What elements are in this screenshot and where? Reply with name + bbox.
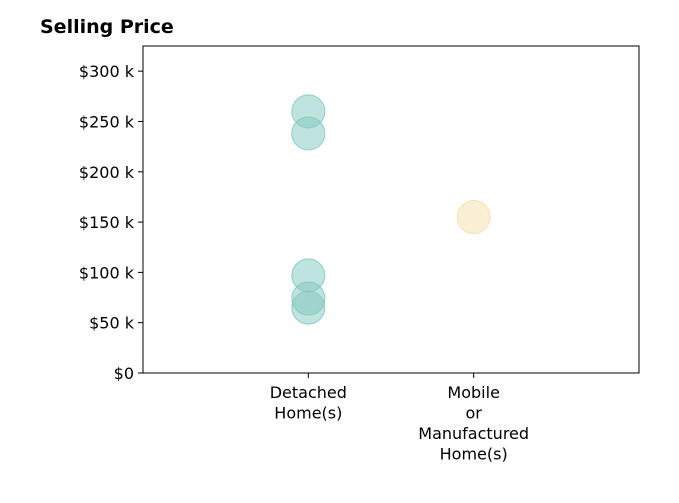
x-tick-label-line: or — [465, 404, 482, 423]
x-tick-label-line: Mobile — [447, 383, 499, 402]
plot-frame — [142, 45, 640, 374]
points-layer — [291, 94, 491, 325]
y-tick-label: $300 k — [79, 62, 135, 81]
y-tick-label: $200 k — [79, 163, 135, 182]
data-point — [291, 116, 326, 151]
y-tick-label: $50 k — [89, 314, 135, 333]
x-tick-label-line: Manufactured — [418, 424, 529, 443]
y-tick-label: $250 k — [79, 112, 135, 131]
x-tick-label: Detached Home(s) — [270, 383, 347, 423]
x-axis: Detached Home(s) Mobile or Manufactured Home(… — [270, 373, 529, 464]
x-tick-label: Mobile or Manufactured Home(s) — [418, 383, 529, 464]
y-tick-label: $150 k — [79, 213, 135, 232]
x-tick-label-line: Home(s) — [440, 445, 508, 464]
x-tick-label-line: Detached — [270, 383, 347, 402]
data-point — [291, 290, 326, 325]
y-tick-label: $100 k — [79, 263, 135, 282]
x-tick-label-line: Home(s) — [274, 404, 342, 423]
chart-title: Selling Price — [40, 16, 174, 38]
y-tick-label: $0 — [114, 364, 134, 383]
y-axis: $0 $50 k $100 k $150 k $200 k $250 k $300 k — [79, 62, 143, 383]
data-point — [456, 200, 491, 235]
